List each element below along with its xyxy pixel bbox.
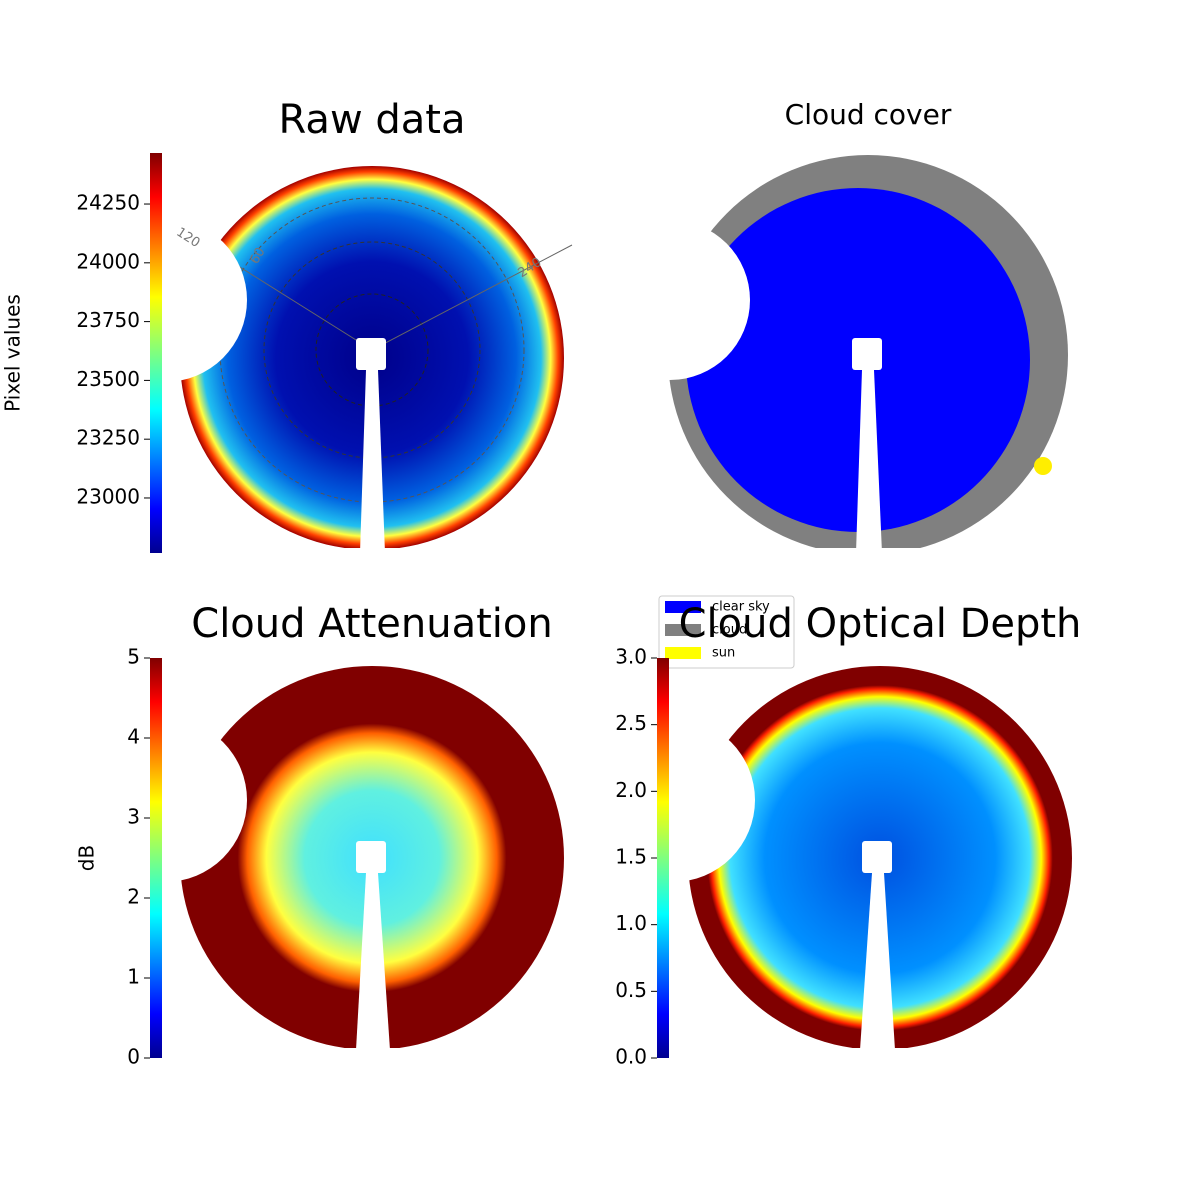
colorbar — [150, 658, 162, 1058]
legend-swatch — [665, 601, 701, 613]
chart-title: Cloud Optical Depth — [679, 601, 1082, 647]
chart-title: Cloud cover — [785, 98, 952, 131]
y-tick-label: 2 — [127, 885, 140, 909]
y-tick-label: 23000 — [76, 484, 140, 508]
y-tick-label: 0 — [127, 1045, 140, 1069]
y-tick-label: 23250 — [76, 426, 140, 450]
y-tick-label: 2.5 — [615, 711, 647, 735]
mask — [0, 218, 1200, 1068]
y-axis-label: dB — [75, 845, 99, 871]
polar-label: 60 — [247, 245, 268, 267]
legend-swatch — [665, 647, 701, 659]
legend-label: sun — [712, 646, 735, 661]
y-tick-label: 1.5 — [615, 845, 647, 869]
y-tick-label: 0.0 — [615, 1045, 647, 1069]
y-tick-label: 24250 — [76, 191, 140, 215]
y-tick-label: 0.5 — [615, 978, 647, 1002]
y-tick-label: 4 — [127, 725, 140, 749]
legend-label: cloud — [712, 623, 747, 638]
y-tick-label: 3 — [127, 805, 140, 829]
chart-title: Cloud Attenuation — [191, 601, 552, 647]
y-tick-label: 3.0 — [615, 645, 647, 669]
y-tick-label: 2.0 — [615, 778, 647, 802]
y-tick-label: 5 — [127, 645, 140, 669]
legend-swatch — [665, 624, 701, 636]
chart-title: Raw data — [279, 97, 466, 143]
legend-label: clear sky — [712, 600, 770, 615]
y-tick-label: 1 — [127, 965, 140, 989]
colorbar — [657, 658, 669, 1058]
y-tick-label: 1.0 — [615, 911, 647, 935]
y-tick-label: 23750 — [76, 308, 140, 332]
y-tick-label: 23500 — [76, 367, 140, 391]
colorbar — [150, 153, 162, 553]
y-tick-label: 24000 — [76, 249, 140, 273]
y-axis-label: Pixel values — [1, 294, 25, 412]
